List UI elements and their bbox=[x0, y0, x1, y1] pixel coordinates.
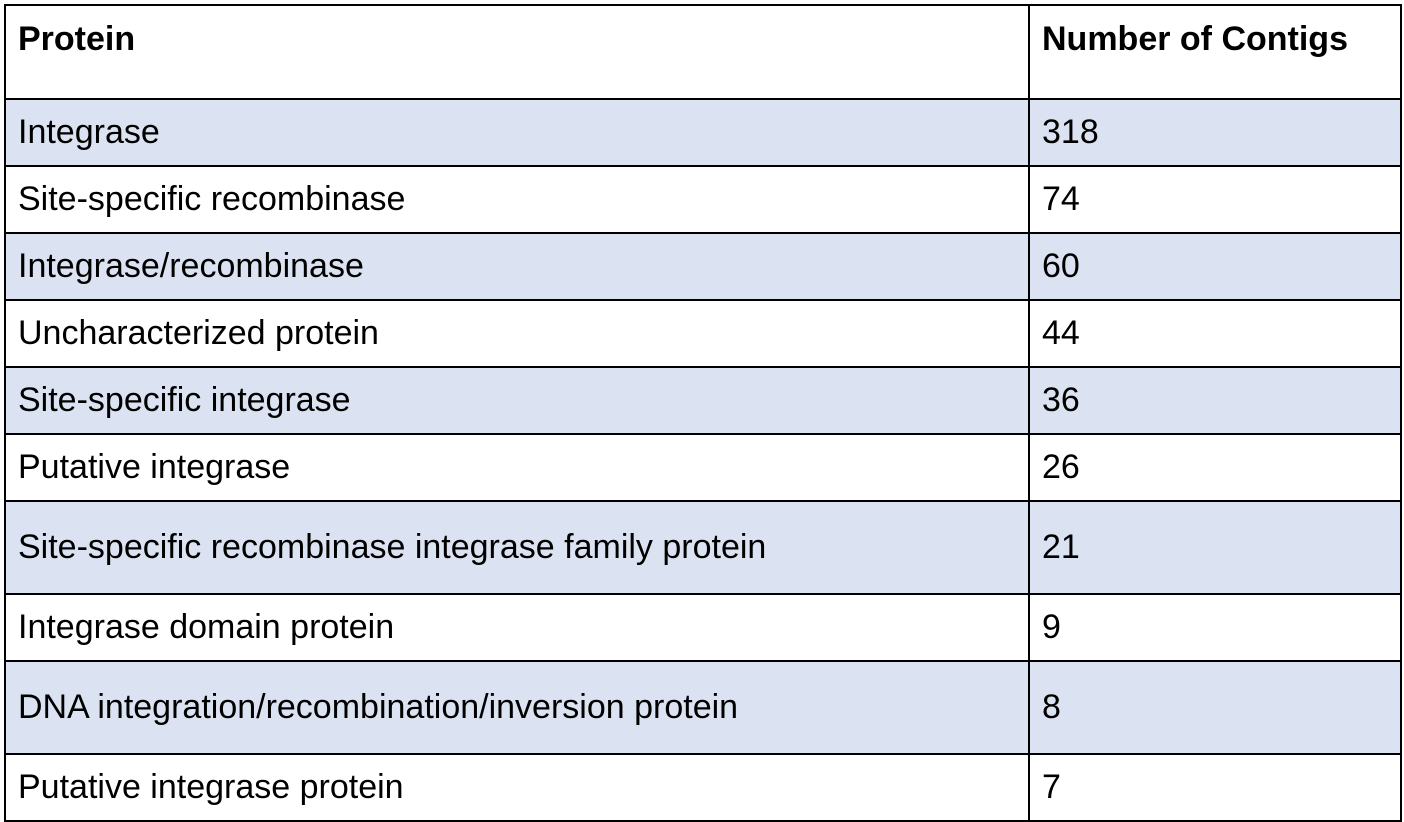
header-row: Protein Number of Contigs bbox=[4, 4, 1402, 100]
table-row: Integrase domain protein 9 bbox=[4, 593, 1402, 662]
count-cell: 26 bbox=[1028, 433, 1402, 502]
count-cell: 74 bbox=[1028, 165, 1402, 234]
header-number-of-contigs: Number of Contigs bbox=[1028, 4, 1402, 100]
count-cell: 60 bbox=[1028, 232, 1402, 301]
protein-cell: Uncharacterized protein bbox=[4, 299, 1030, 368]
table-row: Uncharacterized protein 44 bbox=[4, 299, 1402, 368]
count-cell: 7 bbox=[1028, 753, 1402, 822]
count-cell: 36 bbox=[1028, 366, 1402, 435]
header-protein: Protein bbox=[4, 4, 1030, 100]
count-cell: 21 bbox=[1028, 500, 1402, 595]
protein-cell: Site-specific recombinase bbox=[4, 165, 1030, 234]
protein-cell: Putative integrase protein bbox=[4, 753, 1030, 822]
table-row: Putative integrase 26 bbox=[4, 433, 1402, 502]
table-row: Site-specific recombinase integrase fami… bbox=[4, 500, 1402, 595]
count-cell: 9 bbox=[1028, 593, 1402, 662]
protein-cell: Putative integrase bbox=[4, 433, 1030, 502]
protein-contig-table: Protein Number of Contigs Integrase 318 … bbox=[4, 4, 1402, 822]
protein-cell: Site-specific integrase bbox=[4, 366, 1030, 435]
table-row: DNA integration/recombination/inversion … bbox=[4, 660, 1402, 755]
table-row: Putative integrase protein 7 bbox=[4, 753, 1402, 822]
count-cell: 44 bbox=[1028, 299, 1402, 368]
table-row: Integrase/recombinase 60 bbox=[4, 232, 1402, 301]
protein-cell: Site-specific recombinase integrase fami… bbox=[4, 500, 1030, 595]
count-cell: 8 bbox=[1028, 660, 1402, 755]
protein-cell: Integrase domain protein bbox=[4, 593, 1030, 662]
protein-cell: DNA integration/recombination/inversion … bbox=[4, 660, 1030, 755]
table-row: Integrase 318 bbox=[4, 98, 1402, 167]
protein-cell: Integrase bbox=[4, 98, 1030, 167]
protein-cell: Integrase/recombinase bbox=[4, 232, 1030, 301]
table-row: Site-specific integrase 36 bbox=[4, 366, 1402, 435]
count-cell: 318 bbox=[1028, 98, 1402, 167]
table-row: Site-specific recombinase 74 bbox=[4, 165, 1402, 234]
